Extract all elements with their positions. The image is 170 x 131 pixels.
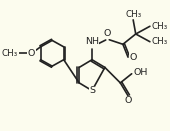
Text: CH₃: CH₃ <box>151 37 168 46</box>
Text: OH: OH <box>134 68 148 77</box>
Text: O: O <box>104 29 111 39</box>
Text: O: O <box>129 53 137 62</box>
Text: CH₃: CH₃ <box>151 22 168 31</box>
Text: CH₃: CH₃ <box>2 49 18 58</box>
Text: CH₃: CH₃ <box>125 10 141 19</box>
Text: S: S <box>89 86 95 95</box>
Text: NH: NH <box>85 37 99 46</box>
Text: O: O <box>28 49 35 58</box>
Text: O: O <box>124 96 132 105</box>
